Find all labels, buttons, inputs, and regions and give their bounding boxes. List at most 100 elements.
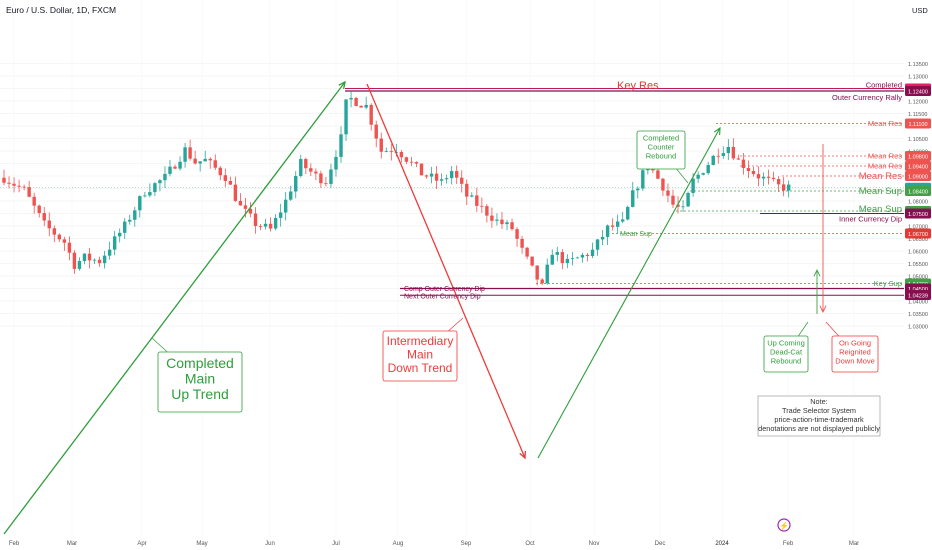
candle [706, 161, 710, 175]
candle [726, 139, 731, 161]
price-tag-bg [905, 151, 931, 161]
candle-body [781, 184, 786, 191]
candle [671, 189, 675, 209]
candle-body [676, 204, 680, 207]
candle-body [193, 158, 197, 164]
price-tag: 1.07500 [905, 208, 931, 219]
candle [414, 161, 419, 168]
price-tag-text: 1.09000 [908, 175, 928, 181]
candle [12, 177, 16, 193]
time-tick-label: May [196, 541, 207, 547]
candle [515, 227, 519, 247]
candle [314, 168, 318, 180]
candle [47, 212, 51, 237]
candle [37, 204, 41, 218]
candle [97, 256, 102, 267]
candle-body [289, 191, 293, 200]
price-tick-label: 1.04000 [908, 300, 928, 306]
candle-body [163, 173, 167, 181]
price-tag: 1.08400 [905, 186, 931, 196]
up-trend-arrow [3, 80, 346, 535]
candle [268, 217, 273, 232]
comp-outer-dip-label: Comp Outer Currency Dip [404, 286, 485, 293]
candle [605, 224, 610, 245]
candle-body [294, 176, 298, 192]
up-trend-callout-text: Main [185, 371, 215, 387]
event-flag-icon[interactable]: ⚡ [777, 518, 791, 532]
candle-body [309, 168, 313, 172]
price-tag-text: 1.11100 [908, 122, 927, 128]
candle-body [253, 213, 258, 227]
candle [42, 207, 46, 227]
price-tick-label: 1.03500 [908, 312, 928, 318]
candle-body [726, 146, 731, 154]
trend-lines [3, 80, 827, 535]
candle [223, 168, 228, 188]
candle-body [706, 164, 710, 174]
candle [263, 218, 268, 230]
candle [238, 193, 243, 206]
candle [550, 249, 554, 265]
candle-body [97, 259, 102, 264]
candle-body [550, 254, 554, 265]
candle-body [626, 206, 630, 220]
down-trend-callout-box [382, 330, 458, 382]
price-tag-bg [905, 228, 931, 239]
candle [626, 205, 630, 221]
candle [82, 253, 87, 265]
candle-body [439, 179, 444, 181]
candle-body [178, 161, 182, 169]
candle [555, 246, 559, 262]
price-tag-text: 1.12400 [908, 90, 928, 96]
candle [324, 176, 328, 187]
candle-body [595, 239, 600, 250]
candle [741, 152, 746, 175]
candle-body [716, 155, 720, 157]
candle-body [384, 151, 388, 152]
candle [535, 265, 539, 286]
candle [193, 150, 197, 165]
mean-sup-label: Mean Sup [859, 204, 902, 215]
candle [354, 96, 358, 107]
candle-body [102, 255, 107, 264]
candle-body [530, 256, 534, 266]
candle [444, 174, 449, 184]
candle [183, 143, 187, 168]
candle-body [233, 184, 238, 201]
time-tick-label: Mar [67, 541, 77, 547]
candle-body [2, 177, 6, 183]
currency-label: USD [912, 6, 928, 15]
candle [721, 146, 725, 159]
candle-body [359, 105, 363, 108]
candle-body [117, 232, 122, 237]
candle-body [470, 195, 474, 197]
dead-cat-callout-text: Up Coming [767, 339, 805, 348]
candle [253, 207, 258, 234]
candle [409, 156, 414, 167]
candle-body [771, 177, 776, 180]
candle [117, 228, 122, 243]
candle [786, 180, 791, 198]
candle [500, 212, 504, 229]
price-tick-label: 1.10500 [908, 137, 928, 143]
candle-body [580, 254, 585, 258]
candle-body [641, 170, 645, 189]
annotations: Key Res Completed Outer Currency Rally Mean… [151, 80, 902, 437]
candle-body [374, 124, 378, 139]
svg-text:⚡: ⚡ [779, 521, 789, 531]
time-tick-label: Nov [589, 541, 600, 547]
candle-body [666, 190, 670, 196]
time-tick-label: 2024 [715, 541, 729, 547]
candle-body [283, 199, 288, 213]
candle-body [786, 184, 791, 191]
note-line: price-action-time-trademark [774, 415, 864, 424]
price-tick-label: 1.11500 [908, 112, 927, 118]
price-tag-bg [905, 208, 931, 219]
candle [615, 214, 620, 234]
candle-body [746, 168, 751, 172]
candle-body [218, 167, 222, 176]
time-tick-label: Sep [461, 541, 472, 547]
candle-body [575, 257, 580, 259]
candle [575, 256, 580, 259]
candle-body [173, 166, 177, 169]
